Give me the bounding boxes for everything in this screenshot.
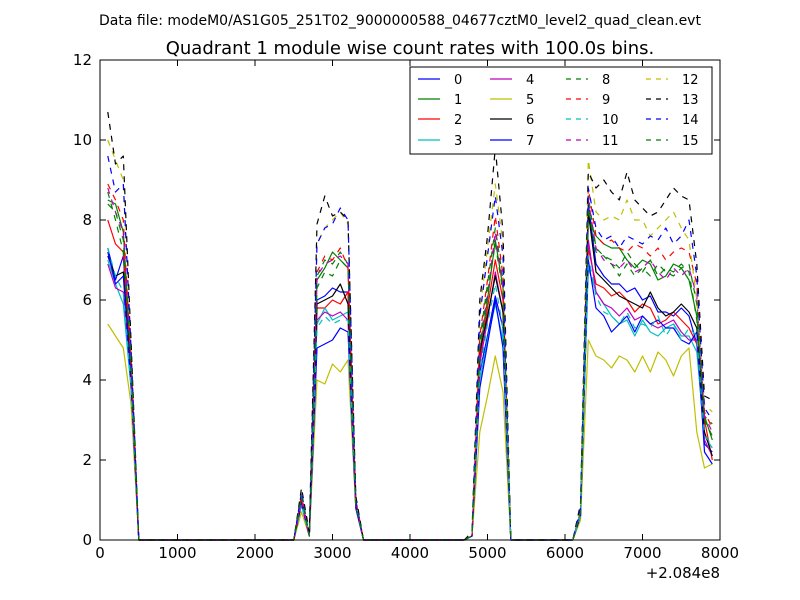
x-tick-label: 3000: [313, 544, 351, 562]
legend-label-9: 9: [602, 93, 610, 108]
legend-label-4: 4: [526, 73, 534, 88]
x-tick-label: 8000: [701, 544, 739, 562]
plot-area: 0 1000 2000 3000 4000 5000 6000 7000 80000246810…: [73, 51, 739, 582]
series-1-line: [107, 199, 713, 541]
legend-label-12: 12: [682, 73, 699, 88]
series-layer: [107, 111, 713, 541]
legend-label-3: 3: [454, 134, 462, 149]
series-6-line: [107, 211, 713, 541]
x-axis-offset-label: +2.084e8: [646, 564, 720, 582]
series-3-line: [107, 259, 713, 541]
series-13-line: [107, 111, 713, 541]
legend-label-11: 11: [602, 134, 619, 149]
ticks-layer: 0 1000 2000 3000 4000 5000 6000 7000 80000246810…: [73, 51, 739, 562]
legend-label-10: 10: [602, 113, 619, 128]
series-4-line: [107, 239, 713, 541]
y-tick-label: 8: [82, 211, 92, 229]
y-tick-label: 0: [82, 531, 92, 549]
y-tick-label: 2: [82, 451, 92, 469]
series-5-line: [107, 323, 713, 541]
legend-label-1: 1: [454, 93, 462, 108]
y-tick-label: 10: [73, 131, 92, 149]
x-tick-label: 2000: [236, 544, 274, 562]
x-tick-label: 4000: [391, 544, 429, 562]
legend-label-7: 7: [526, 134, 534, 149]
legend-label-2: 2: [454, 113, 462, 128]
series-10-line: [107, 247, 713, 541]
x-tick-label: 1000: [158, 544, 196, 562]
legend-label-8: 8: [602, 73, 610, 88]
series-11-line: [107, 187, 713, 541]
legend-label-15: 15: [682, 134, 699, 149]
series-9-line: [107, 183, 713, 541]
legend-label-13: 13: [682, 93, 699, 108]
x-tick-label: 6000: [546, 544, 584, 562]
legend-frame: [409, 66, 713, 155]
x-tick-label: 7000: [623, 544, 661, 562]
series-15-line: [107, 203, 713, 541]
legend-label-5: 5: [526, 93, 534, 108]
series-12-line: [107, 139, 713, 541]
series-0-line: [107, 203, 713, 541]
y-tick-label: 4: [82, 371, 92, 389]
legend-label-14: 14: [682, 113, 699, 128]
series-2-line: [107, 219, 713, 541]
y-tick-label: 6: [82, 291, 92, 309]
figure-suptitle: Data file: modeM0/AS1G05_251T02_90000005…: [99, 13, 701, 29]
y-tick-label: 12: [73, 51, 92, 69]
x-tick-label: 5000: [468, 544, 506, 562]
legend-label-0: 0: [454, 73, 462, 88]
chart-title: Quadrant 1 module wise count rates with …: [166, 38, 655, 59]
x-tick-label: 0: [95, 544, 105, 562]
legend-label-6: 6: [526, 113, 534, 128]
